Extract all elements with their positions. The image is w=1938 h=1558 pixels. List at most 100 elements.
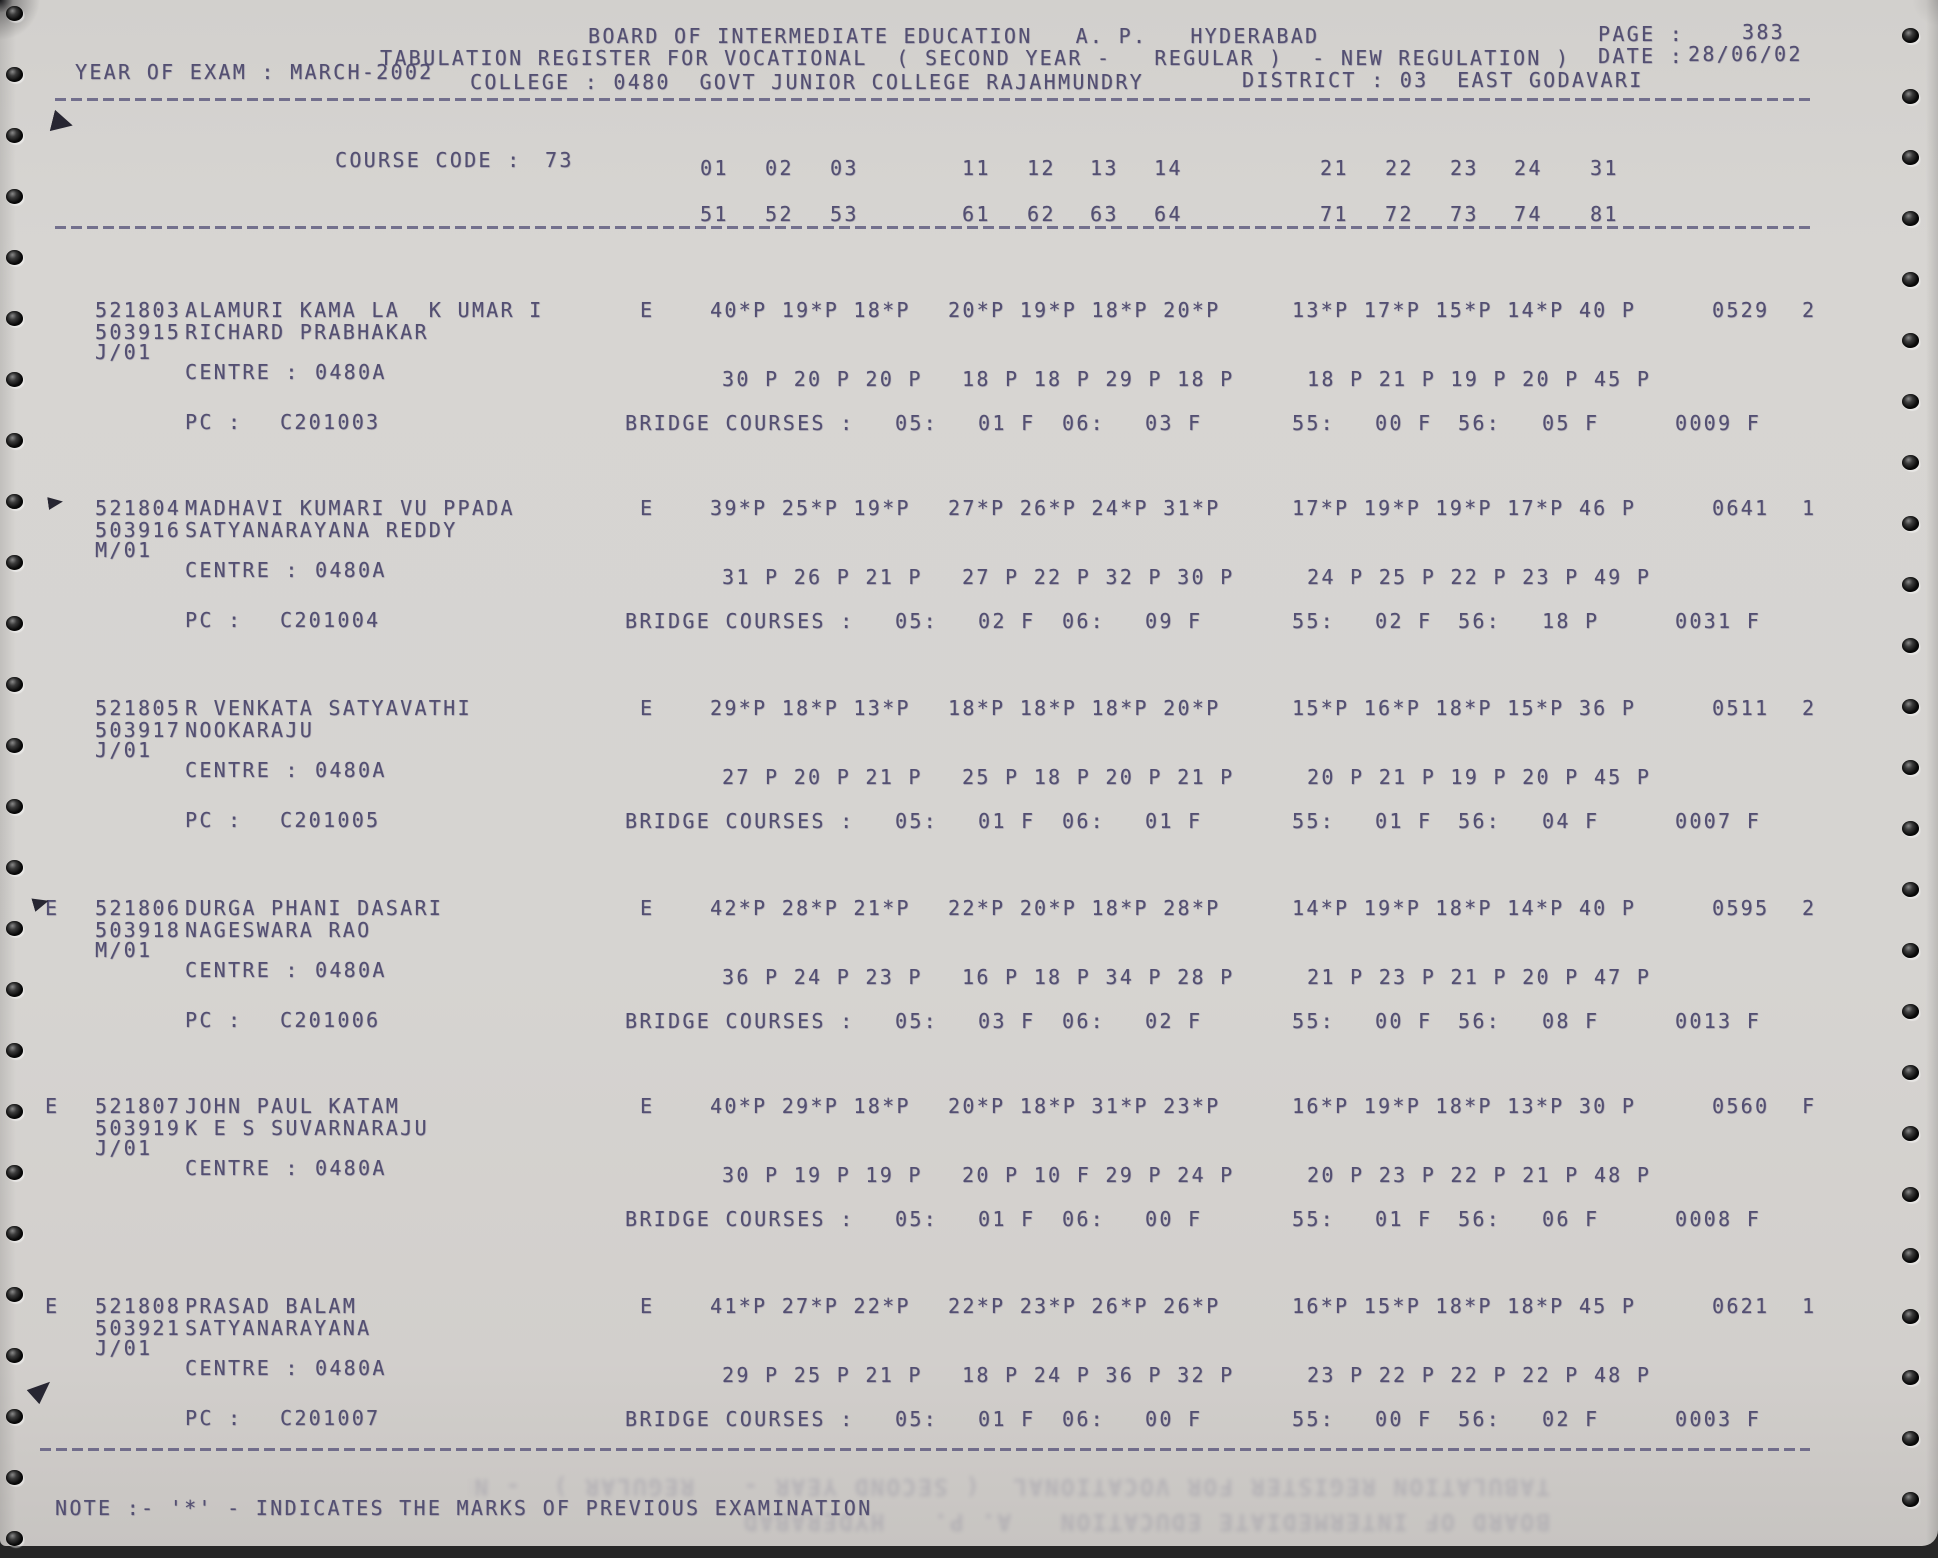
bridge-key-05: 05: <box>895 1009 939 1033</box>
centre-label: CENTRE : <box>185 1356 300 1380</box>
parent-name: SATYANARAYANA <box>185 1316 372 1340</box>
sprocket-hole <box>6 860 23 875</box>
result-code: F <box>1802 1094 1817 1118</box>
subject-code: 74 <box>1514 202 1543 226</box>
sprocket-hole <box>6 6 23 21</box>
bridge-total: 0009 F <box>1675 411 1762 435</box>
sprocket-hole <box>6 311 23 326</box>
bridge-key-56: 56: <box>1458 411 1502 435</box>
reg-no-2: 503918 <box>95 918 182 942</box>
marks2-group-3: 21 P 23 P 21 P 20 P 47 P <box>1307 965 1652 989</box>
sprocket-hole <box>6 555 23 570</box>
sprocket-hole <box>1902 1492 1919 1507</box>
centre-value: 0480A <box>315 958 387 982</box>
sprocket-hole <box>6 1226 23 1241</box>
sprocket-hole <box>6 250 23 265</box>
marks2-group-1: 31 P 26 P 21 P <box>722 565 923 589</box>
subject-code: 64 <box>1154 202 1183 226</box>
bridge-value-05: 01 F <box>978 1407 1036 1431</box>
student-record: 521805 R VENKATA SATYAVATHI E 29*P 18*P … <box>0 698 1938 838</box>
separator-line <box>55 98 1810 101</box>
centre-value: 0480A <box>315 1356 387 1380</box>
subject-code: 23 <box>1450 156 1479 180</box>
sprocket-hole <box>1902 28 1919 43</box>
sprocket-hole <box>1902 638 1919 653</box>
sprocket-hole <box>6 1104 23 1119</box>
marks2-group-3: 24 P 25 P 22 P 23 P 49 P <box>1307 565 1652 589</box>
pc-label: PC : <box>185 608 243 632</box>
medium-flag: E <box>640 696 655 720</box>
bridge-value-05: 01 F <box>978 1207 1036 1231</box>
subject-code: 21 <box>1320 156 1349 180</box>
sprocket-hole <box>6 616 23 631</box>
bridge-label: BRIDGE COURSES : <box>625 1009 855 1033</box>
bridge-key-05: 05: <box>895 1207 939 1231</box>
student-record: E 521806 DURGA PHANI DASARI E 42*P 28*P … <box>0 898 1938 1038</box>
parent-name: NOOKARAJU <box>185 718 315 742</box>
sprocket-hole <box>1902 882 1919 897</box>
parent-name: NAGESWARA RAO <box>185 918 372 942</box>
subject-code: 03 <box>830 156 859 180</box>
subject-code: 02 <box>765 156 794 180</box>
sprocket-hole <box>6 189 23 204</box>
subject-code: 51 <box>700 202 729 226</box>
sprocket-hole <box>6 494 23 509</box>
bridge-value-55: 00 F <box>1375 411 1433 435</box>
reg-no-2: 503915 <box>95 320 182 344</box>
reg-no-1: 521808 <box>95 1294 182 1318</box>
marks-group-1: 42*P 28*P 21*P <box>710 896 911 920</box>
marks2-group-2: 25 P 18 P 20 P 21 P <box>962 765 1235 789</box>
subject-code-row: 01 02 03 11 12 13 14 21 22 23 24 31 <box>0 158 1938 180</box>
result-code: 2 <box>1802 298 1817 322</box>
reg-no-1: 521804 <box>95 496 182 520</box>
pc-label: PC : <box>185 1406 243 1430</box>
separator-line <box>40 1448 1810 1451</box>
marks-group-2: 20*P 18*P 31*P 23*P <box>948 1094 1221 1118</box>
bridge-key-06: 06: <box>1062 609 1106 633</box>
centre-label: CENTRE : <box>185 758 300 782</box>
marks-group-1: 29*P 18*P 13*P <box>710 696 911 720</box>
sprocket-hole <box>6 433 23 448</box>
marks-group-3: 16*P 15*P 18*P 18*P 45 P <box>1292 1294 1637 1318</box>
sprocket-hole <box>1902 1370 1919 1385</box>
subject-code: 72 <box>1385 202 1414 226</box>
pc-label: PC : <box>185 808 243 832</box>
sprocket-hole <box>6 738 23 753</box>
sprocket-hole <box>6 921 23 936</box>
subject-code: 52 <box>765 202 794 226</box>
marks-group-1: 40*P 29*P 18*P <box>710 1094 911 1118</box>
student-record: E 521808 PRASAD BALAM E 41*P 27*P 22*P 2… <box>0 1296 1938 1436</box>
centre-value: 0480A <box>315 558 387 582</box>
sprocket-hole <box>1902 1187 1919 1202</box>
subject-code: 71 <box>1320 202 1349 226</box>
student-name: JOHN PAUL KATAM <box>185 1094 401 1118</box>
sprocket-hole <box>6 372 23 387</box>
marks-group-2: 22*P 23*P 26*P 26*P <box>948 1294 1221 1318</box>
marks2-group-1: 36 P 24 P 23 P <box>722 965 923 989</box>
marks-group-3: 15*P 16*P 18*P 15*P 36 P <box>1292 696 1637 720</box>
course-code-label: COURSE CODE : <box>335 148 522 172</box>
bridge-key-56: 56: <box>1458 809 1502 833</box>
sprocket-hole <box>1902 821 1919 836</box>
group-code: J/01 <box>95 1336 153 1360</box>
bridge-key-05: 05: <box>895 809 939 833</box>
pc-value: C201004 <box>280 608 381 632</box>
sprocket-hole <box>1902 1309 1919 1324</box>
parent-name: SATYANARAYANA REDDY <box>185 518 458 542</box>
sprocket-hole <box>6 1165 23 1180</box>
marks-group-2: 27*P 26*P 24*P 31*P <box>948 496 1221 520</box>
subject-code: 12 <box>1027 156 1056 180</box>
pc-value: C201003 <box>280 410 381 434</box>
marks2-group-1: 27 P 20 P 21 P <box>722 765 923 789</box>
pc-label: PC : <box>185 1008 243 1032</box>
college-line: COLLEGE : 0480 GOVT JUNIOR COLLEGE RAJAH… <box>470 70 1145 94</box>
marks-total: 0641 <box>1712 496 1770 520</box>
sprocket-hole <box>1902 272 1919 287</box>
reg-no-2: 503917 <box>95 718 182 742</box>
marks2-group-3: 18 P 21 P 19 P 20 P 45 P <box>1307 367 1652 391</box>
bridge-value-56: 18 P <box>1542 609 1600 633</box>
medium-flag: E <box>640 298 655 322</box>
marks2-group-2: 18 P 24 P 36 P 32 P <box>962 1363 1235 1387</box>
centre-label: CENTRE : <box>185 558 300 582</box>
result-code: 2 <box>1802 896 1817 920</box>
